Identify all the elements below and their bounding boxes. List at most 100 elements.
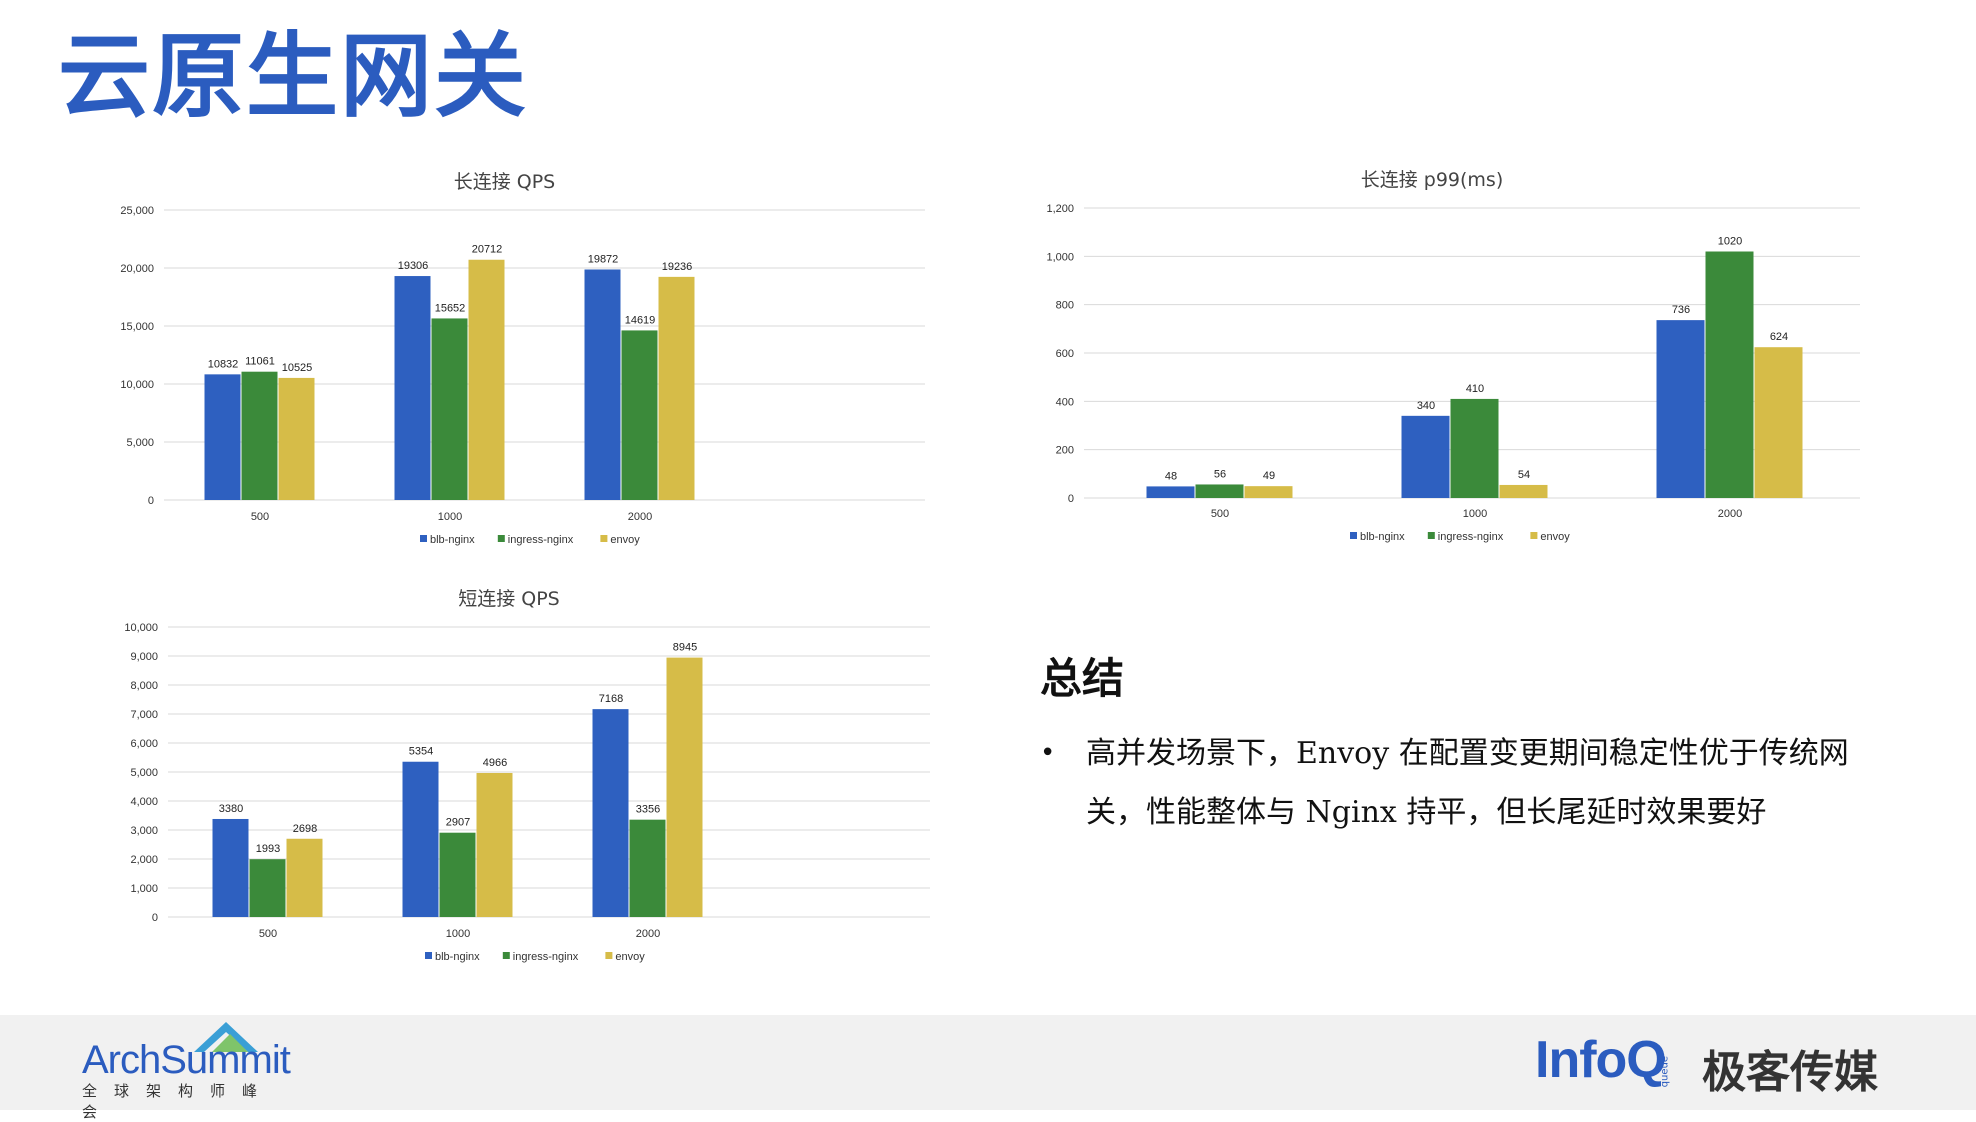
chart-title: 短连接 QPS [458, 588, 560, 610]
y-tick-label: 9,000 [130, 651, 158, 663]
legend-entry: blb-nginx [1360, 531, 1405, 543]
bar-blb-nginx-500 [212, 818, 249, 917]
data-label: 2907 [446, 817, 470, 829]
bar-ingress-nginx-1000 [431, 318, 468, 500]
y-tick-label: 4,000 [130, 796, 158, 808]
data-label: 1993 [256, 843, 280, 855]
y-tick-label: 800 [1056, 300, 1074, 312]
bar-envoy-2000 [658, 276, 695, 500]
infoq-small-text: ǝnǝnb [1659, 1056, 1670, 1088]
x-tick-label: 500 [251, 511, 269, 523]
legend-entry: envoy [610, 534, 640, 546]
y-tick-label: 0 [148, 495, 154, 507]
x-tick-label: 500 [1211, 508, 1229, 520]
data-label: 410 [1466, 383, 1484, 395]
x-tick-label: 2000 [628, 511, 652, 523]
data-label: 4966 [483, 757, 507, 769]
bar-blb-nginx-500 [1146, 486, 1195, 498]
bar-blb-nginx-2000 [1656, 320, 1705, 498]
data-label: 19306 [398, 260, 429, 272]
chart-short-qps-svg: 短连接 QPS 0 1,000 2,000 3,000 4,000 5,000 6,000 7,… [124, 588, 930, 963]
data-label: 56 [1214, 468, 1226, 480]
y-tick-label: 20,000 [120, 263, 154, 275]
data-label: 736 [1672, 304, 1690, 316]
legend-entry: envoy [615, 951, 645, 963]
legend-swatch [1427, 532, 1435, 539]
y-tick-label: 25,000 [120, 205, 154, 217]
data-label: 10832 [208, 358, 239, 370]
data-label: 11061 [245, 356, 275, 368]
legend-entry: envoy [1540, 531, 1570, 543]
archsummit-word-a: Arch [82, 1038, 161, 1082]
archsummit-wordmark: ArchSummit [82, 1038, 291, 1083]
chart-long-p99-svg: 长连接 p99(ms) 0 200 400 600 800 1,000 1,200 48 56 49… [1046, 169, 1860, 543]
data-label: 48 [1165, 470, 1177, 482]
data-label: 5354 [409, 746, 433, 758]
data-label: 19236 [662, 261, 693, 273]
data-label: 10525 [282, 362, 313, 374]
summary-section: 总结 • 高并发场景下，Envoy 在配置变更期间稳定性优于传统网关，性能整体与… [1040, 645, 1860, 842]
bar-envoy-500 [286, 838, 323, 917]
infoq-wordmark: InfoQ [1535, 1031, 1667, 1089]
y-tick-label: 0 [152, 912, 158, 924]
data-label: 3356 [636, 804, 660, 816]
x-tick-label: 1000 [438, 511, 462, 523]
legend-swatch [605, 952, 613, 959]
bar-envoy-1000 [476, 772, 513, 917]
data-label: 340 [1417, 400, 1435, 412]
legend-swatch [600, 535, 608, 542]
data-label: 8945 [673, 642, 697, 654]
bar-ingress-nginx-500 [249, 859, 286, 917]
bar-ingress-nginx-500 [241, 371, 278, 500]
summary-item-text: 高并发场景下，Envoy 在配置变更期间稳定性优于传统网关，性能整体与 Ngin… [1086, 736, 1849, 830]
bullet-icon: • [1040, 738, 1056, 768]
footer-bar [0, 1015, 1976, 1110]
x-tick-label: 500 [259, 928, 277, 940]
y-tick-label: 1,200 [1046, 203, 1074, 215]
bar-envoy-1000 [1499, 484, 1548, 498]
chart-long-p99: 长连接 p99(ms) 0 200 400 600 800 1,000 1,200 48 56 49… [1030, 160, 1890, 560]
legend-entry: blb-nginx [430, 534, 475, 546]
bar-blb-nginx-2000 [584, 269, 621, 500]
legend-entry: ingress-nginx [513, 951, 579, 963]
bar-blb-nginx-500 [204, 374, 241, 500]
data-label: 14619 [625, 314, 656, 326]
data-label: 49 [1263, 470, 1275, 482]
legend-swatch [1350, 532, 1357, 539]
data-label: 2698 [293, 823, 317, 835]
y-tick-label: 200 [1056, 445, 1074, 457]
archsummit-word-b: Summit [160, 1038, 291, 1082]
y-tick-label: 7,000 [130, 709, 158, 721]
x-tick-label: 2000 [636, 928, 660, 940]
y-tick-label: 3,000 [130, 825, 158, 837]
summary-item: • 高并发场景下，Envoy 在配置变更期间稳定性优于传统网关，性能整体与 Ng… [1040, 724, 1860, 842]
data-label: 19872 [588, 253, 619, 265]
bar-ingress-nginx-2000 [629, 819, 666, 917]
y-tick-label: 0 [1068, 493, 1074, 505]
y-tick-label: 600 [1056, 348, 1074, 360]
bar-blb-nginx-2000 [592, 709, 629, 917]
bar-envoy-2000 [666, 657, 703, 917]
archsummit-tagline: 全球架构师峰会 [82, 1082, 275, 1121]
data-label: 1020 [1718, 236, 1742, 248]
bar-blb-nginx-1000 [402, 761, 439, 917]
data-label: 15652 [435, 302, 466, 314]
legend-entry: blb-nginx [435, 951, 480, 963]
bar-ingress-nginx-2000 [1705, 251, 1754, 498]
chart-short-qps: 短连接 QPS 0 1,000 2,000 3,000 4,000 5,000 6,000 7,… [80, 575, 940, 975]
mountain-icon [194, 1022, 258, 1052]
x-tick-label: 2000 [1718, 508, 1742, 520]
data-label: 20712 [472, 244, 503, 256]
y-tick-label: 10,000 [124, 622, 158, 634]
data-label: 3380 [219, 803, 243, 815]
y-tick-label: 1,000 [1046, 251, 1074, 263]
bar-blb-nginx-1000 [1401, 415, 1450, 498]
bar-ingress-nginx-1000 [439, 832, 476, 917]
legend-entry: ingress-nginx [1438, 531, 1504, 543]
slide-title: 云原生网关 [58, 23, 529, 130]
bar-envoy-500 [278, 377, 315, 500]
summary-list: • 高并发场景下，Envoy 在配置变更期间稳定性优于传统网关，性能整体与 Ng… [1040, 724, 1860, 842]
y-tick-label: 15,000 [120, 321, 154, 333]
data-label: 54 [1518, 469, 1530, 481]
bar-envoy-1000 [468, 259, 505, 500]
